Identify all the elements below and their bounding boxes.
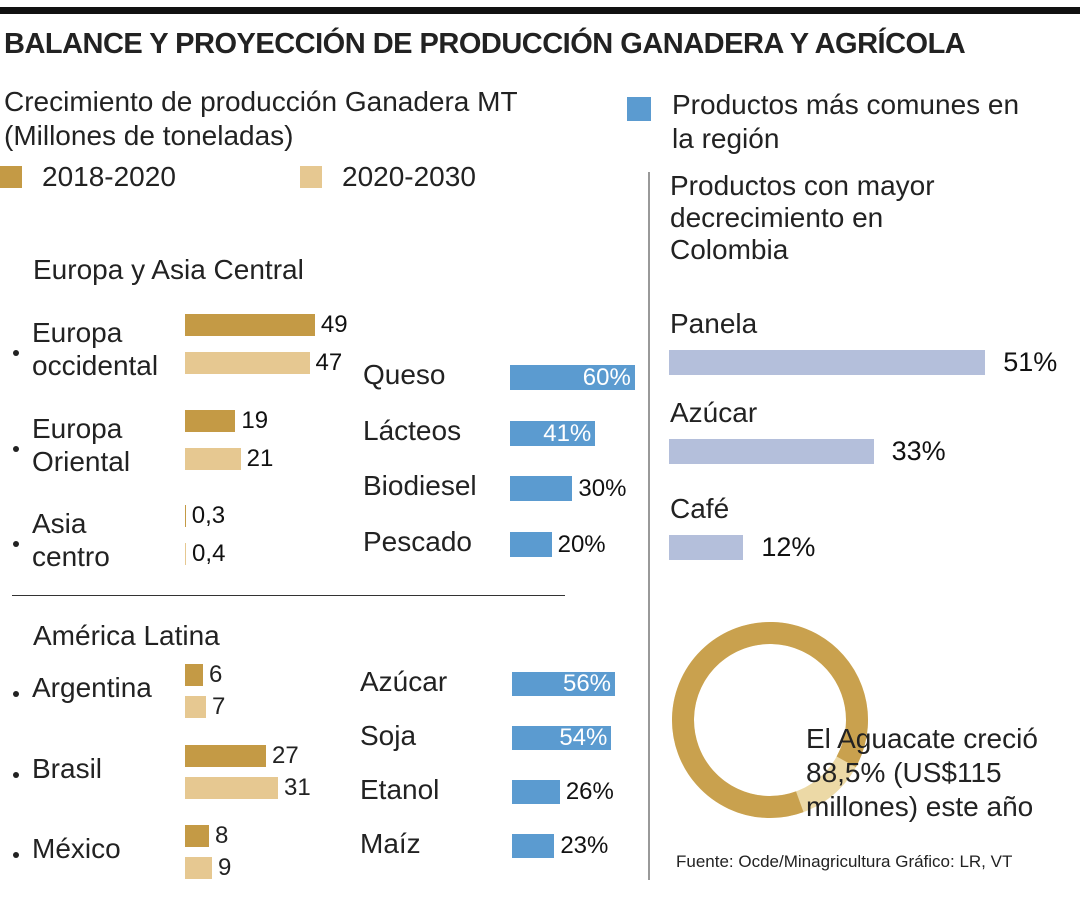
- category-label: Asia centro: [32, 508, 110, 572]
- category-label: Europa Oriental: [32, 412, 131, 477]
- value-label: 21: [246, 444, 274, 472]
- donut: [672, 622, 868, 818]
- value-label: 56%: [562, 670, 612, 697]
- chart-subtitle: Crecimiento de producción Ganadera MT (M…: [4, 86, 518, 151]
- bar: [512, 726, 612, 750]
- region-title: Europa y Asia Central: [33, 254, 304, 285]
- category-label: Queso: [363, 359, 446, 390]
- value-label: 33%: [891, 436, 946, 466]
- bar: [185, 664, 203, 686]
- value-label: 30%: [578, 475, 627, 502]
- divider: [648, 172, 650, 880]
- legend-swatch: [0, 166, 22, 188]
- category-label: Biodiesel: [363, 470, 477, 501]
- bar: [185, 505, 186, 527]
- category-label: Brasil: [32, 752, 103, 784]
- value-label: 49: [320, 311, 348, 338]
- bullet: [13, 691, 19, 697]
- chart-title: Productos con mayor decrecimiento en Col…: [670, 170, 935, 265]
- bar: [185, 825, 209, 847]
- category-label: Soja: [360, 720, 417, 751]
- value-label: 47: [315, 349, 343, 376]
- bar: [185, 409, 236, 432]
- bar: [512, 780, 560, 804]
- value-label: 54%: [559, 724, 608, 751]
- source: Fuente: Ocde/Minagricultura Gráfico: LR,…: [676, 852, 1013, 871]
- value-label: 26%: [565, 778, 614, 805]
- bullet: [13, 852, 19, 858]
- bar: [512, 834, 555, 858]
- value-label: 27: [272, 741, 299, 769]
- bar: [512, 672, 616, 696]
- value-label: 0,4: [192, 540, 226, 567]
- value-label: 7: [212, 693, 226, 720]
- legend-label: 2018-2020: [42, 161, 176, 192]
- category-label: Lácteos: [363, 414, 462, 446]
- category-label: Panela: [670, 308, 758, 339]
- bullet: [13, 445, 19, 452]
- category-label: Maíz: [360, 828, 421, 859]
- divider: [12, 595, 565, 596]
- value-label: 51%: [1003, 347, 1058, 377]
- value-label: 6: [209, 661, 223, 688]
- value-label: 60%: [582, 364, 631, 391]
- value-label: 0,3: [191, 502, 226, 529]
- bullet: [13, 541, 19, 547]
- bar: [510, 420, 596, 446]
- bar: [669, 350, 986, 375]
- legend-swatch: [627, 97, 651, 121]
- legend-swatch: [300, 166, 322, 188]
- category-label: Pescado: [363, 525, 472, 557]
- bar: [510, 365, 635, 390]
- category-label: Café: [670, 493, 730, 524]
- bar: [185, 857, 212, 879]
- value-label: 41%: [543, 419, 592, 447]
- bullet: [13, 350, 19, 356]
- region-title: América Latina: [33, 620, 220, 651]
- bar: [185, 352, 310, 374]
- donut-segment: [672, 622, 868, 818]
- bar: [185, 543, 187, 565]
- value-label: 23%: [560, 832, 609, 859]
- value-label: 8: [215, 822, 229, 849]
- bar: [669, 535, 744, 560]
- category-label: Etanol: [360, 774, 440, 805]
- category-label: Argentina: [32, 672, 152, 703]
- bar: [185, 314, 315, 336]
- value-label: 19: [241, 406, 269, 434]
- top-rule: [0, 7, 1080, 14]
- value-label: 12%: [761, 532, 816, 562]
- bar: [185, 447, 241, 470]
- value-label: 31: [284, 773, 311, 801]
- value-label: 9: [218, 854, 232, 881]
- category-label: México: [32, 833, 121, 864]
- category-label: Azúcar: [670, 397, 758, 428]
- category-label: Europa occidental: [32, 317, 159, 381]
- bar: [669, 439, 874, 464]
- legend-label: Productos más comunes en la región: [672, 89, 1020, 154]
- annotation: El Aguacate creció 88,5% (US$115 millone…: [806, 723, 1038, 822]
- page-title: BALANCE Y PROYECCIÓN DE PRODUCCIÓN GANAD…: [4, 28, 966, 60]
- legend-label: 2020-2030: [342, 161, 476, 192]
- bar: [185, 696, 206, 718]
- bar: [510, 476, 573, 501]
- bar: [510, 531, 552, 557]
- value-label: 20%: [557, 530, 606, 558]
- bar: [185, 744, 266, 767]
- category-label: Azúcar: [360, 666, 448, 697]
- bar: [185, 776, 278, 799]
- bullet: [13, 771, 19, 778]
